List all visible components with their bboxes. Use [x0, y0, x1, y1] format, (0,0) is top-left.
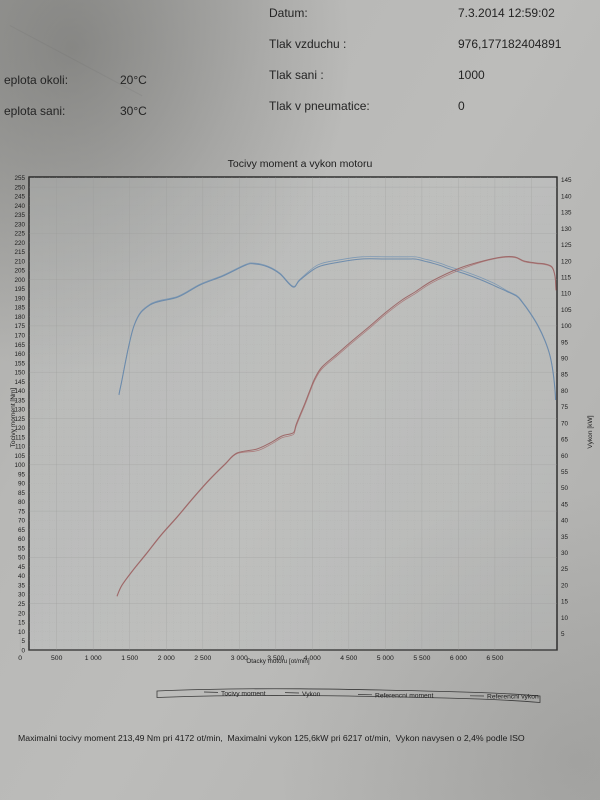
svg-text:200: 200 [14, 277, 25, 284]
svg-text:25: 25 [18, 601, 26, 608]
svg-text:135: 135 [14, 397, 25, 404]
svg-text:45: 45 [18, 564, 26, 571]
svg-text:95: 95 [18, 471, 26, 478]
svg-text:10: 10 [561, 615, 569, 622]
svg-text:250: 250 [14, 184, 25, 191]
svg-text:45: 45 [561, 501, 569, 508]
svg-text:85: 85 [18, 490, 26, 497]
svg-text:70: 70 [18, 518, 26, 525]
svg-text:230: 230 [14, 221, 25, 228]
svg-text:120: 120 [14, 425, 25, 432]
svg-text:5: 5 [561, 631, 565, 638]
svg-text:6 500: 6 500 [486, 655, 503, 662]
svg-text:15: 15 [18, 620, 26, 627]
svg-text:110: 110 [15, 444, 26, 451]
svg-text:180: 180 [14, 314, 25, 321]
svg-text:110: 110 [561, 291, 572, 298]
svg-text:205: 205 [14, 268, 25, 275]
svg-text:500: 500 [51, 655, 63, 662]
svg-text:1 500: 1 500 [121, 655, 138, 662]
svg-text:195: 195 [14, 286, 25, 293]
svg-text:6 000: 6 000 [450, 655, 467, 662]
svg-text:150: 150 [14, 370, 25, 377]
svg-text:145: 145 [14, 379, 25, 386]
svg-text:5: 5 [21, 638, 25, 645]
svg-text:210: 210 [14, 258, 25, 265]
svg-text:75: 75 [561, 404, 569, 411]
svg-text:190: 190 [14, 296, 25, 303]
svg-text:120: 120 [561, 258, 572, 265]
svg-text:90: 90 [561, 356, 569, 363]
svg-text:75: 75 [18, 508, 26, 515]
svg-text:30: 30 [18, 592, 26, 599]
svg-text:80: 80 [561, 388, 569, 395]
svg-text:135: 135 [561, 210, 572, 217]
svg-text:4 000: 4 000 [304, 655, 321, 662]
svg-text:90: 90 [18, 481, 26, 488]
svg-text:1 000: 1 000 [85, 655, 102, 662]
svg-text:80: 80 [18, 499, 26, 506]
svg-text:60: 60 [561, 453, 569, 460]
svg-text:125: 125 [561, 242, 572, 249]
svg-text:160: 160 [14, 351, 25, 358]
svg-text:175: 175 [14, 323, 25, 330]
svg-text:55: 55 [561, 469, 569, 476]
svg-text:85: 85 [561, 372, 569, 379]
svg-text:3 000: 3 000 [231, 655, 248, 662]
svg-text:20: 20 [18, 610, 26, 617]
svg-text:240: 240 [14, 203, 25, 210]
svg-text:155: 155 [14, 360, 25, 367]
svg-text:115: 115 [15, 434, 26, 441]
svg-text:50: 50 [561, 485, 569, 492]
svg-text:225: 225 [14, 231, 25, 238]
svg-text:100: 100 [14, 462, 25, 469]
svg-text:55: 55 [18, 546, 26, 553]
svg-text:20: 20 [561, 583, 569, 590]
svg-text:3 500: 3 500 [267, 655, 284, 662]
svg-text:4 500: 4 500 [340, 655, 357, 662]
svg-text:170: 170 [14, 333, 25, 340]
svg-text:10: 10 [18, 629, 26, 636]
svg-text:50: 50 [18, 555, 26, 562]
svg-text:115: 115 [561, 275, 572, 282]
svg-text:100: 100 [561, 323, 572, 330]
svg-text:0: 0 [18, 655, 22, 662]
svg-text:145: 145 [561, 177, 572, 184]
svg-text:130: 130 [561, 226, 572, 233]
svg-text:125: 125 [14, 416, 25, 423]
svg-text:235: 235 [14, 212, 25, 219]
svg-text:40: 40 [561, 518, 569, 525]
svg-text:5 500: 5 500 [413, 655, 430, 662]
svg-text:65: 65 [18, 527, 26, 534]
svg-text:220: 220 [14, 240, 25, 247]
svg-text:5 000: 5 000 [377, 655, 394, 662]
svg-text:35: 35 [561, 534, 569, 541]
svg-text:215: 215 [14, 249, 25, 256]
svg-text:65: 65 [561, 437, 569, 444]
svg-text:25: 25 [561, 566, 569, 573]
svg-text:2 000: 2 000 [158, 655, 175, 662]
svg-text:60: 60 [18, 536, 26, 543]
svg-text:0: 0 [21, 647, 25, 654]
svg-text:245: 245 [14, 194, 25, 201]
svg-text:130: 130 [14, 407, 25, 414]
svg-text:40: 40 [18, 573, 26, 580]
svg-text:95: 95 [561, 339, 569, 346]
svg-text:2 500: 2 500 [194, 655, 211, 662]
svg-text:165: 165 [14, 342, 25, 349]
svg-text:35: 35 [18, 583, 26, 590]
svg-text:15: 15 [561, 599, 569, 606]
svg-text:255: 255 [14, 175, 25, 182]
svg-text:140: 140 [14, 388, 25, 395]
svg-text:105: 105 [14, 453, 25, 460]
svg-text:185: 185 [14, 305, 25, 312]
svg-text:70: 70 [561, 420, 569, 427]
svg-text:105: 105 [561, 307, 572, 314]
svg-text:30: 30 [561, 550, 569, 557]
svg-text:140: 140 [561, 193, 572, 200]
